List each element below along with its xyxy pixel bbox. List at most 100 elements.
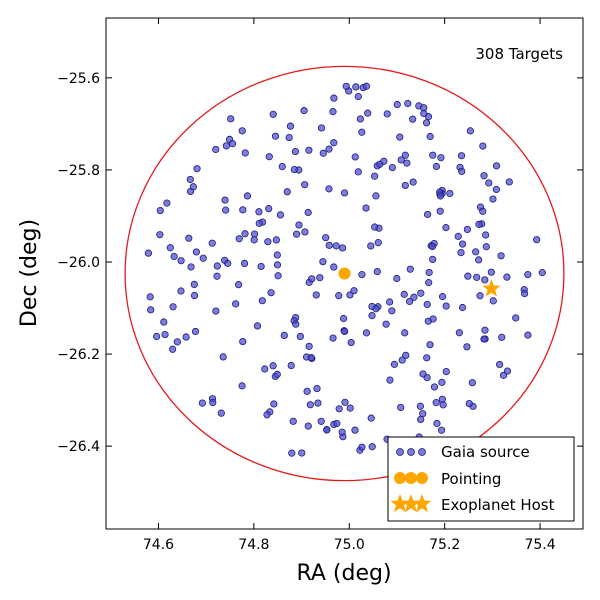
gaia-source-point: [492, 162, 501, 170]
gaia-source-point: [538, 269, 546, 277]
gaia-source-point: [429, 255, 437, 264]
gaia-source-point: [480, 172, 488, 180]
gaia-source-point: [272, 236, 280, 244]
gaia-source-point: [291, 147, 299, 156]
gaia-source-point: [405, 297, 414, 306]
gaia-source-point: [403, 159, 411, 167]
gaia-source-point: [503, 273, 511, 281]
gaia-source-point: [187, 263, 195, 271]
target-count-annotation: 308 Targets: [475, 45, 563, 63]
gaia-source-point: [238, 127, 246, 135]
gaia-source-point: [429, 315, 437, 323]
gaia-source-point: [306, 401, 314, 409]
gaia-source-point: [342, 82, 350, 90]
gaia-source-point: [442, 302, 450, 310]
gaia-source-point: [388, 163, 396, 172]
gaia-source-point: [350, 287, 358, 295]
gaia-source-point: [432, 162, 441, 171]
gaia-source-point: [423, 354, 431, 362]
gaia-source-point: [170, 252, 178, 261]
gaia-source-point: [409, 115, 417, 123]
gaia-source-point: [476, 292, 484, 300]
gaia-source-point: [465, 399, 473, 408]
gaia-source-point: [288, 449, 296, 457]
gaia-source-point: [330, 263, 338, 271]
gaia-source-point: [455, 329, 463, 337]
gaia-source-point: [300, 107, 308, 115]
gaia-source-point: [239, 206, 247, 214]
gaia-source-point: [258, 297, 266, 305]
gaia-source-point: [177, 287, 185, 295]
gaia-source-point: [273, 261, 282, 269]
gaia-source-point: [298, 449, 306, 457]
gaia-source-point: [362, 82, 371, 90]
gaia-source-point: [270, 400, 278, 408]
gaia-source-point: [368, 311, 376, 320]
gaia-source-point: [235, 235, 243, 243]
gaia-source-point: [437, 426, 446, 434]
gaia-source-point: [153, 332, 161, 341]
gaia-source-point: [269, 362, 277, 370]
gaia-source-point: [505, 178, 513, 186]
exoplanet-host-star: [482, 279, 501, 297]
legend-pointing-label: Pointing: [441, 470, 501, 488]
x-tick-label: 75.0: [334, 537, 365, 553]
gaia-source-point: [475, 256, 483, 264]
gaia-source-point: [333, 419, 341, 428]
gaia-source-point: [442, 367, 450, 376]
gaia-source-point: [347, 338, 355, 347]
gaia-source-point: [473, 273, 481, 281]
gaia-source-point: [432, 399, 440, 407]
gaia-source-point: [512, 314, 520, 322]
gaia-source-point: [253, 322, 262, 330]
gaia-source-point: [401, 329, 409, 337]
gaia-source-point: [208, 239, 216, 247]
gaia-source-point: [402, 351, 410, 360]
gaia-source-point: [285, 133, 293, 142]
gaia-source-point: [289, 417, 297, 425]
gaia-source-point: [147, 306, 155, 314]
gaia-source-point: [314, 399, 322, 407]
gaia-source-point: [533, 236, 541, 244]
gaia-source-point: [498, 333, 506, 341]
gaia-source-point: [472, 248, 480, 256]
gaia-source-point: [169, 303, 177, 311]
gaia-source-point: [371, 223, 379, 231]
gaia-source-point: [319, 258, 327, 266]
gaia-source-point: [368, 443, 376, 451]
gaia-source-point: [438, 293, 447, 301]
gaia-source-point: [373, 267, 381, 276]
gaia-source-point: [239, 337, 247, 346]
gaia-source-point: [212, 307, 220, 315]
gaia-source-point: [255, 219, 263, 227]
gaia-source-point: [146, 293, 154, 301]
gaia-source-point: [280, 331, 288, 339]
gaia-source-point: [250, 236, 258, 244]
gaia-source-point: [492, 185, 500, 194]
gaia-source-point: [213, 272, 221, 280]
gaia-source-point: [199, 254, 207, 262]
gaia-source-point: [362, 329, 371, 337]
gaia-source-point: [367, 242, 375, 250]
gaia-source-point: [393, 274, 401, 283]
gaia-source-point: [264, 238, 272, 246]
gaia-source-point: [257, 262, 265, 271]
gaia-source-point: [190, 291, 199, 300]
gaia-source-point: [380, 157, 388, 165]
gaia-source-point: [464, 272, 472, 280]
gaia-source-point: [437, 154, 445, 162]
gaia-source-point: [304, 422, 312, 430]
x-axis-ticks: 74.6 74.8 75.0 75.2 75.4: [143, 18, 556, 553]
gaia-source-point: [409, 178, 417, 186]
gaia-source-point: [356, 115, 364, 123]
gaia-source-point: [457, 152, 466, 160]
gaia-source-point: [273, 370, 281, 378]
legend-star-icon: [412, 494, 432, 513]
gaia-source-point: [479, 142, 487, 150]
x-tick-label: 75.2: [429, 537, 460, 553]
gaia-source-point: [303, 387, 311, 395]
gaia-source-point: [308, 275, 316, 283]
gaia-source-point: [458, 303, 467, 312]
gaia-source-point: [351, 426, 359, 434]
gaia-source-point: [301, 228, 309, 236]
